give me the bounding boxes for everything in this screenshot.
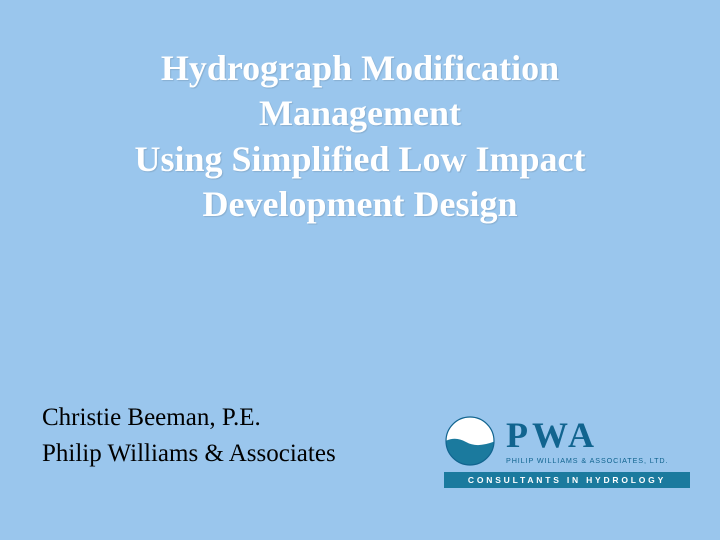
author-block: Christie Beeman, P.E. Philip Williams & … <box>42 400 336 471</box>
title-line-3: Using Simplified Low Impact <box>0 137 720 182</box>
logo-top-row: PWA PHILIP WILLIAMS & ASSOCIATES, LTD. <box>444 415 690 467</box>
title-line-1: Hydrograph Modification <box>0 46 720 91</box>
logo-company-name: PHILIP WILLIAMS & ASSOCIATES, LTD. <box>506 456 668 465</box>
logo-tagline: CONSULTANTS IN HYDROLOGY <box>444 472 690 488</box>
author-name: Christie Beeman, P.E. <box>42 400 336 436</box>
company-logo: PWA PHILIP WILLIAMS & ASSOCIATES, LTD. C… <box>444 415 690 488</box>
title-line-2: Management <box>0 91 720 136</box>
logo-text-column: PWA PHILIP WILLIAMS & ASSOCIATES, LTD. <box>506 417 668 465</box>
logo-acronym: PWA <box>506 417 668 453</box>
author-affiliation: Philip Williams & Associates <box>42 436 336 472</box>
title-line-4: Development Design <box>0 182 720 227</box>
slide-title: Hydrograph Modification Management Using… <box>0 46 720 227</box>
globe-icon <box>444 415 496 467</box>
